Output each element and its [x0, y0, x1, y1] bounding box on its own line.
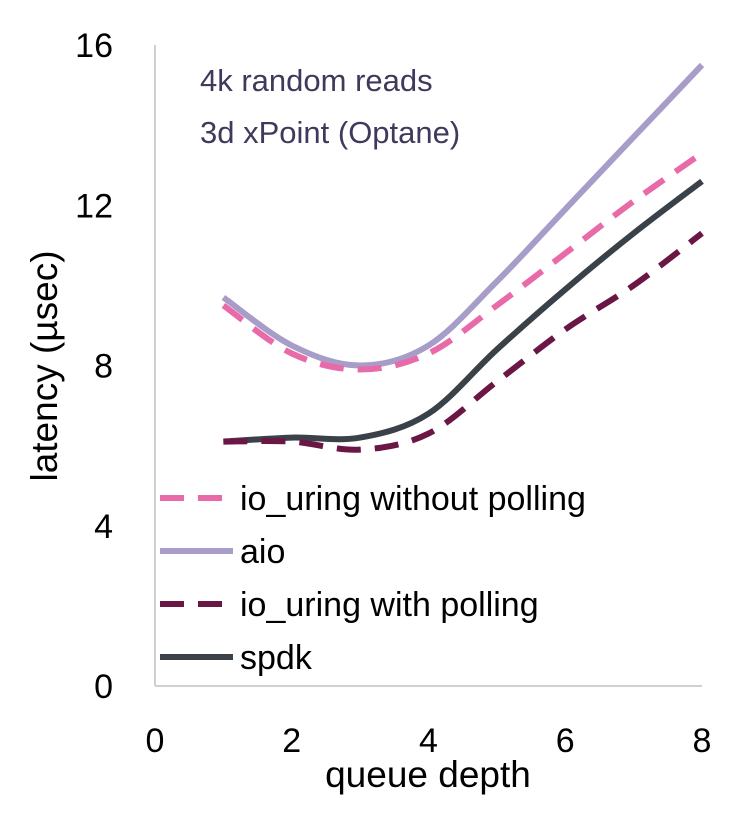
- x-tick-label: 4: [419, 722, 438, 760]
- legend-label: io_uring with polling: [240, 586, 539, 624]
- x-tick-label: 6: [556, 722, 575, 760]
- legend-label: io_uring without polling: [240, 480, 586, 518]
- legend-label: spdk: [240, 639, 313, 677]
- annotation-line-1: 4k random reads: [200, 63, 433, 98]
- series-line-spdk: [223, 178, 704, 445]
- annotation-line-2: 3d xPoint (Optane): [200, 115, 460, 150]
- series-lines: [221, 62, 705, 453]
- y-tick-label: 16: [75, 27, 113, 65]
- y-tick-label: 12: [75, 187, 113, 225]
- x-tick-labels: 0 2 4 6 8: [146, 722, 712, 760]
- series-line-io-uring-without-polling: [221, 150, 704, 373]
- y-tick-label: 0: [94, 668, 113, 706]
- y-tick-label: 8: [94, 348, 113, 386]
- axes: [154, 45, 702, 687]
- x-axis-title: queue depth: [325, 754, 531, 795]
- x-tick-label: 2: [282, 722, 301, 760]
- series-line-aio: [221, 62, 705, 369]
- x-tick-label: 8: [693, 722, 712, 760]
- x-tick-label: 0: [146, 722, 165, 760]
- y-axis-title: latency (µsec): [24, 250, 65, 481]
- y-tick-labels: 0 4 8 12 16: [75, 27, 113, 706]
- legend: io_uring without polling aio io_uring with…: [160, 480, 586, 677]
- y-tick-label: 4: [94, 508, 113, 546]
- legend-label: aio: [240, 533, 285, 571]
- series-line-io-uring-with-polling: [223, 230, 704, 453]
